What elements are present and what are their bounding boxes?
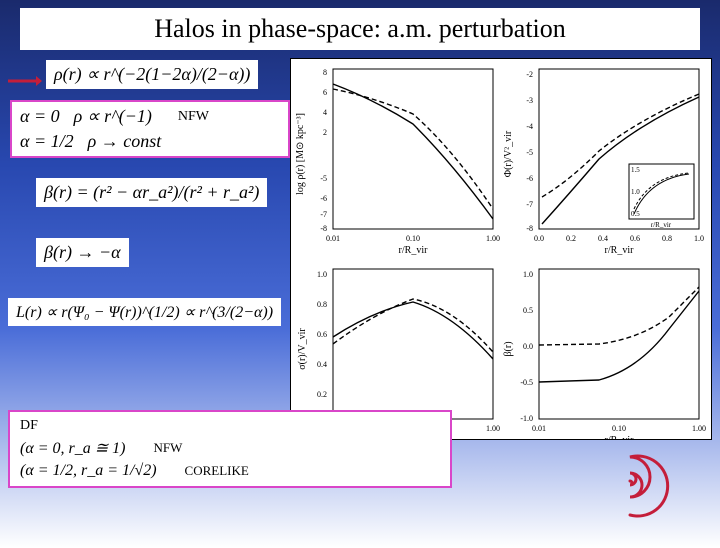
svg-text:0.2: 0.2 (317, 390, 327, 399)
svg-text:0.6: 0.6 (317, 330, 327, 339)
svg-text:1.0: 1.0 (631, 188, 640, 196)
svg-text:-6: -6 (526, 174, 533, 183)
svg-text:-7: -7 (320, 210, 327, 219)
svg-text:6: 6 (323, 88, 327, 97)
svg-text:1.5: 1.5 (631, 166, 640, 174)
svg-text:0.4: 0.4 (317, 360, 327, 369)
eq-alpha-half: α = 1/2 (20, 131, 74, 152)
charts-svg: log ρ(r) [M⊙ kpc⁻³] 8 6 4 2 -5 -6 -7 -8 … (291, 59, 711, 439)
svg-text:r/R_vir: r/R_vir (605, 245, 635, 256)
spiral-icon (580, 443, 680, 528)
eq-df-nfw: (α = 0, r_a ≅ 1) (20, 438, 125, 458)
svg-text:1.0: 1.0 (317, 270, 327, 279)
svg-text:0.01: 0.01 (532, 424, 546, 433)
eq-L-def: L(r) ∝ r(Ψ₀ − Ψ(r))^(1/2) ∝ r^(3/(2−α)) (8, 298, 281, 326)
svg-text:-8: -8 (526, 224, 533, 233)
eq-rho-main: ρ(r) ∝ r^(−2(1−2α)/(2−α)) (46, 60, 258, 89)
svg-text:-5: -5 (526, 148, 533, 157)
svg-text:0.8: 0.8 (317, 300, 327, 309)
svg-text:-7: -7 (526, 200, 533, 209)
eq-rho-const: ρ → const (88, 131, 162, 152)
svg-text:-3: -3 (526, 96, 533, 105)
title-bar: Halos in phase-space: a.m. perturbation (20, 8, 700, 50)
svg-text:-8: -8 (320, 224, 327, 233)
svg-text:log ρ(r) [M⊙ kpc⁻³]: log ρ(r) [M⊙ kpc⁻³] (295, 113, 306, 195)
svg-text:1.00: 1.00 (692, 424, 706, 433)
df-label: DF (20, 418, 440, 434)
eq-beta-def: β(r) = (r² − αr_a²)/(r² + r_a²) (36, 178, 267, 207)
eq-rho-nfw: ρ ∝ r^(−1) (74, 106, 152, 127)
df-panel: DF (α = 0, r_a ≅ 1) NFW (α = 1/2, r_a = … (8, 410, 452, 488)
svg-text:1.0: 1.0 (523, 270, 533, 279)
svg-text:0.5: 0.5 (523, 306, 533, 315)
svg-text:4: 4 (323, 108, 327, 117)
svg-text:0.0: 0.0 (523, 342, 533, 351)
svg-text:r/R_vir: r/R_vir (605, 435, 635, 439)
svg-text:0.10: 0.10 (406, 234, 420, 243)
svg-text:0.4: 0.4 (598, 234, 608, 243)
alpha-cases-panel: α = 0 ρ ∝ r^(−1) NFW α = 1/2 ρ → const (10, 100, 290, 158)
corelike-label: CORELIKE (185, 463, 249, 479)
svg-text:0.6: 0.6 (630, 234, 640, 243)
svg-text:0.10: 0.10 (612, 424, 626, 433)
svg-text:β(r): β(r) (503, 341, 514, 356)
svg-text:r/R_vir: r/R_vir (399, 245, 429, 256)
svg-text:1.0: 1.0 (694, 234, 704, 243)
svg-text:r/R_vir: r/R_vir (651, 221, 672, 229)
svg-text:-6: -6 (320, 194, 327, 203)
svg-text:0.01: 0.01 (326, 234, 340, 243)
svg-text:0.2: 0.2 (566, 234, 576, 243)
svg-text:2: 2 (323, 128, 327, 137)
svg-text:Φ(r)/V²_vir: Φ(r)/V²_vir (503, 130, 514, 177)
svg-text:-0.5: -0.5 (520, 378, 533, 387)
eq-alpha0: α = 0 (20, 106, 60, 127)
svg-text:-5: -5 (320, 174, 327, 183)
svg-text:σ(r)/V_vir: σ(r)/V_vir (297, 328, 308, 370)
eq-df-core: (α = 1/2, r_a = 1/√2) (20, 462, 157, 480)
nfw-label: NFW (178, 109, 209, 125)
svg-text:-4: -4 (526, 122, 533, 131)
svg-text:1.00: 1.00 (486, 424, 500, 433)
svg-text:-1.0: -1.0 (520, 414, 533, 423)
svg-text:8: 8 (323, 68, 327, 77)
chart-grid: log ρ(r) [M⊙ kpc⁻³] 8 6 4 2 -5 -6 -7 -8 … (290, 58, 712, 440)
svg-text:0.8: 0.8 (662, 234, 672, 243)
svg-text:-2: -2 (526, 70, 533, 79)
svg-text:1.00: 1.00 (486, 234, 500, 243)
page-title: Halos in phase-space: a.m. perturbation (154, 14, 566, 43)
nfw-label-2: NFW (153, 440, 182, 456)
eq-beta-lim: β(r) → −α (36, 238, 129, 267)
arrow-icon (6, 68, 42, 94)
svg-text:0.0: 0.0 (534, 234, 544, 243)
